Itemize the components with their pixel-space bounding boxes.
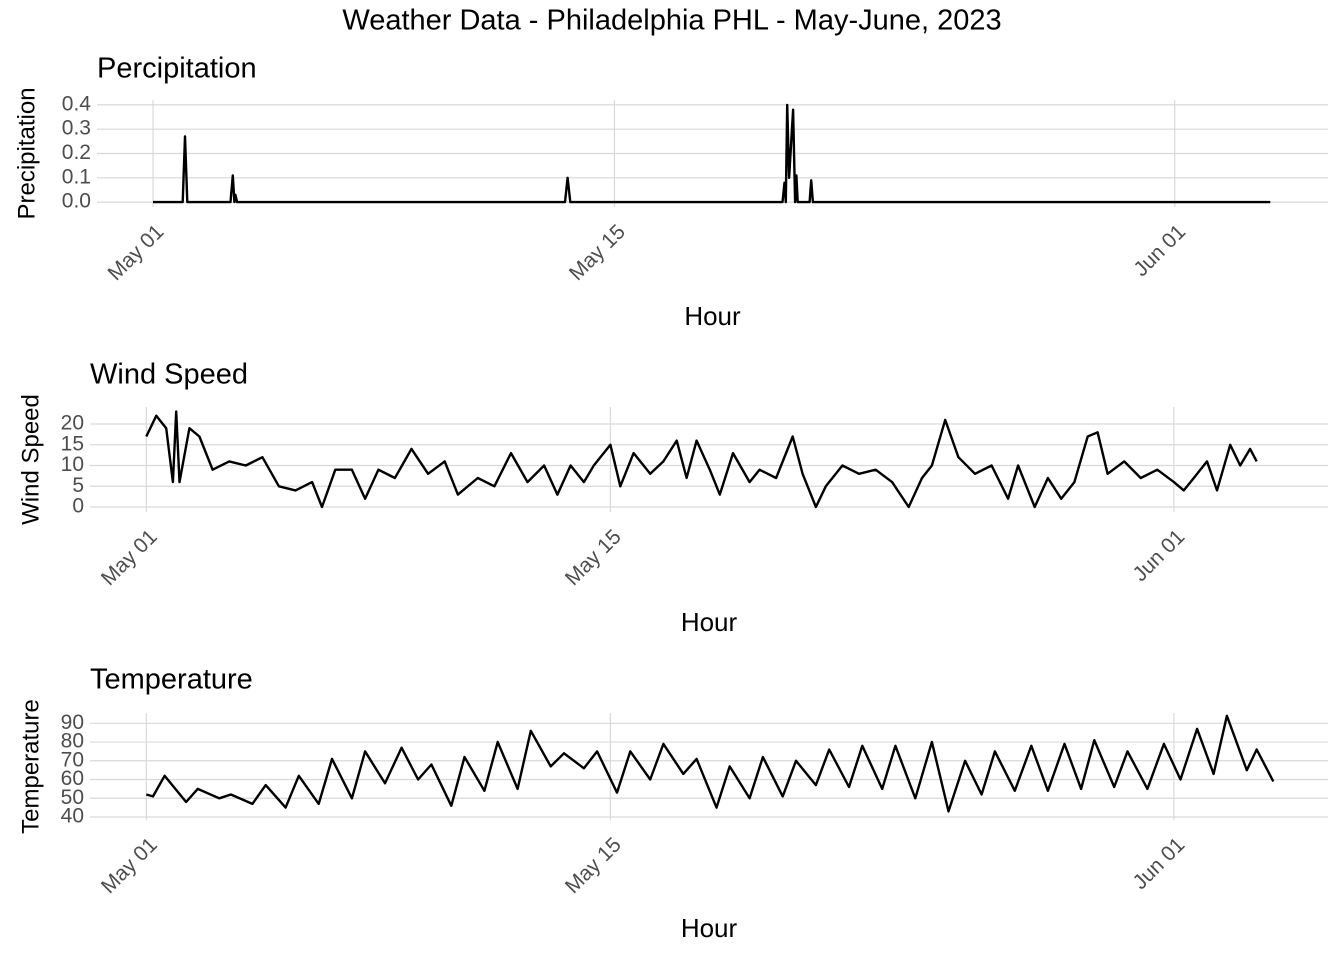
panel-title: Temperature <box>90 664 253 696</box>
data-line <box>145 714 1275 813</box>
y-tick-label: 40 <box>61 805 84 828</box>
y-axis-label: Precipitation <box>13 87 40 219</box>
y-tick-label: 15 <box>61 432 84 455</box>
x-tick-label: May 01 <box>97 833 162 898</box>
panel-title: Wind Speed <box>90 359 248 391</box>
data-line <box>145 410 1258 509</box>
x-tick-label: Jun 01 <box>1129 220 1190 281</box>
y-tick-label: 80 <box>61 730 84 753</box>
y-tick-label: 0.4 <box>62 92 92 115</box>
x-axis-label: Hour <box>681 913 738 943</box>
y-tick-label: 0.2 <box>62 141 91 164</box>
x-tick-label: May 01 <box>97 525 162 590</box>
y-tick-label: 0.0 <box>62 190 91 213</box>
data-line <box>153 103 1271 204</box>
x-axis-label: Hour <box>684 301 741 331</box>
x-tick-label: May 15 <box>561 833 626 898</box>
y-tick-label: 10 <box>61 453 84 476</box>
x-tick-label: Jun 01 <box>1128 525 1189 586</box>
x-tick-label: May 15 <box>565 220 630 285</box>
y-tick-label: 70 <box>61 748 84 771</box>
y-tick-label: 5 <box>72 474 84 497</box>
y-tick-label: 60 <box>61 767 84 790</box>
panel-title: Percipitation <box>97 53 257 85</box>
y-tick-label: 0.3 <box>62 117 91 140</box>
y-tick-label: 90 <box>61 711 84 734</box>
y-axis-label: Temperature <box>17 699 44 834</box>
y-tick-label: 0 <box>72 495 84 518</box>
y-tick-label: 20 <box>61 412 84 435</box>
y-tick-label: 0.1 <box>62 165 91 188</box>
page-title: Weather Data - Philadelphia PHL - May-Ju… <box>342 5 1001 37</box>
x-tick-label: Jun 01 <box>1128 833 1189 894</box>
y-axis-label: Wind Speed <box>17 394 44 525</box>
y-tick-label: 50 <box>61 786 84 809</box>
x-tick-label: May 01 <box>104 220 169 285</box>
x-tick-label: May 15 <box>561 525 626 590</box>
x-axis-label: Hour <box>681 607 738 637</box>
